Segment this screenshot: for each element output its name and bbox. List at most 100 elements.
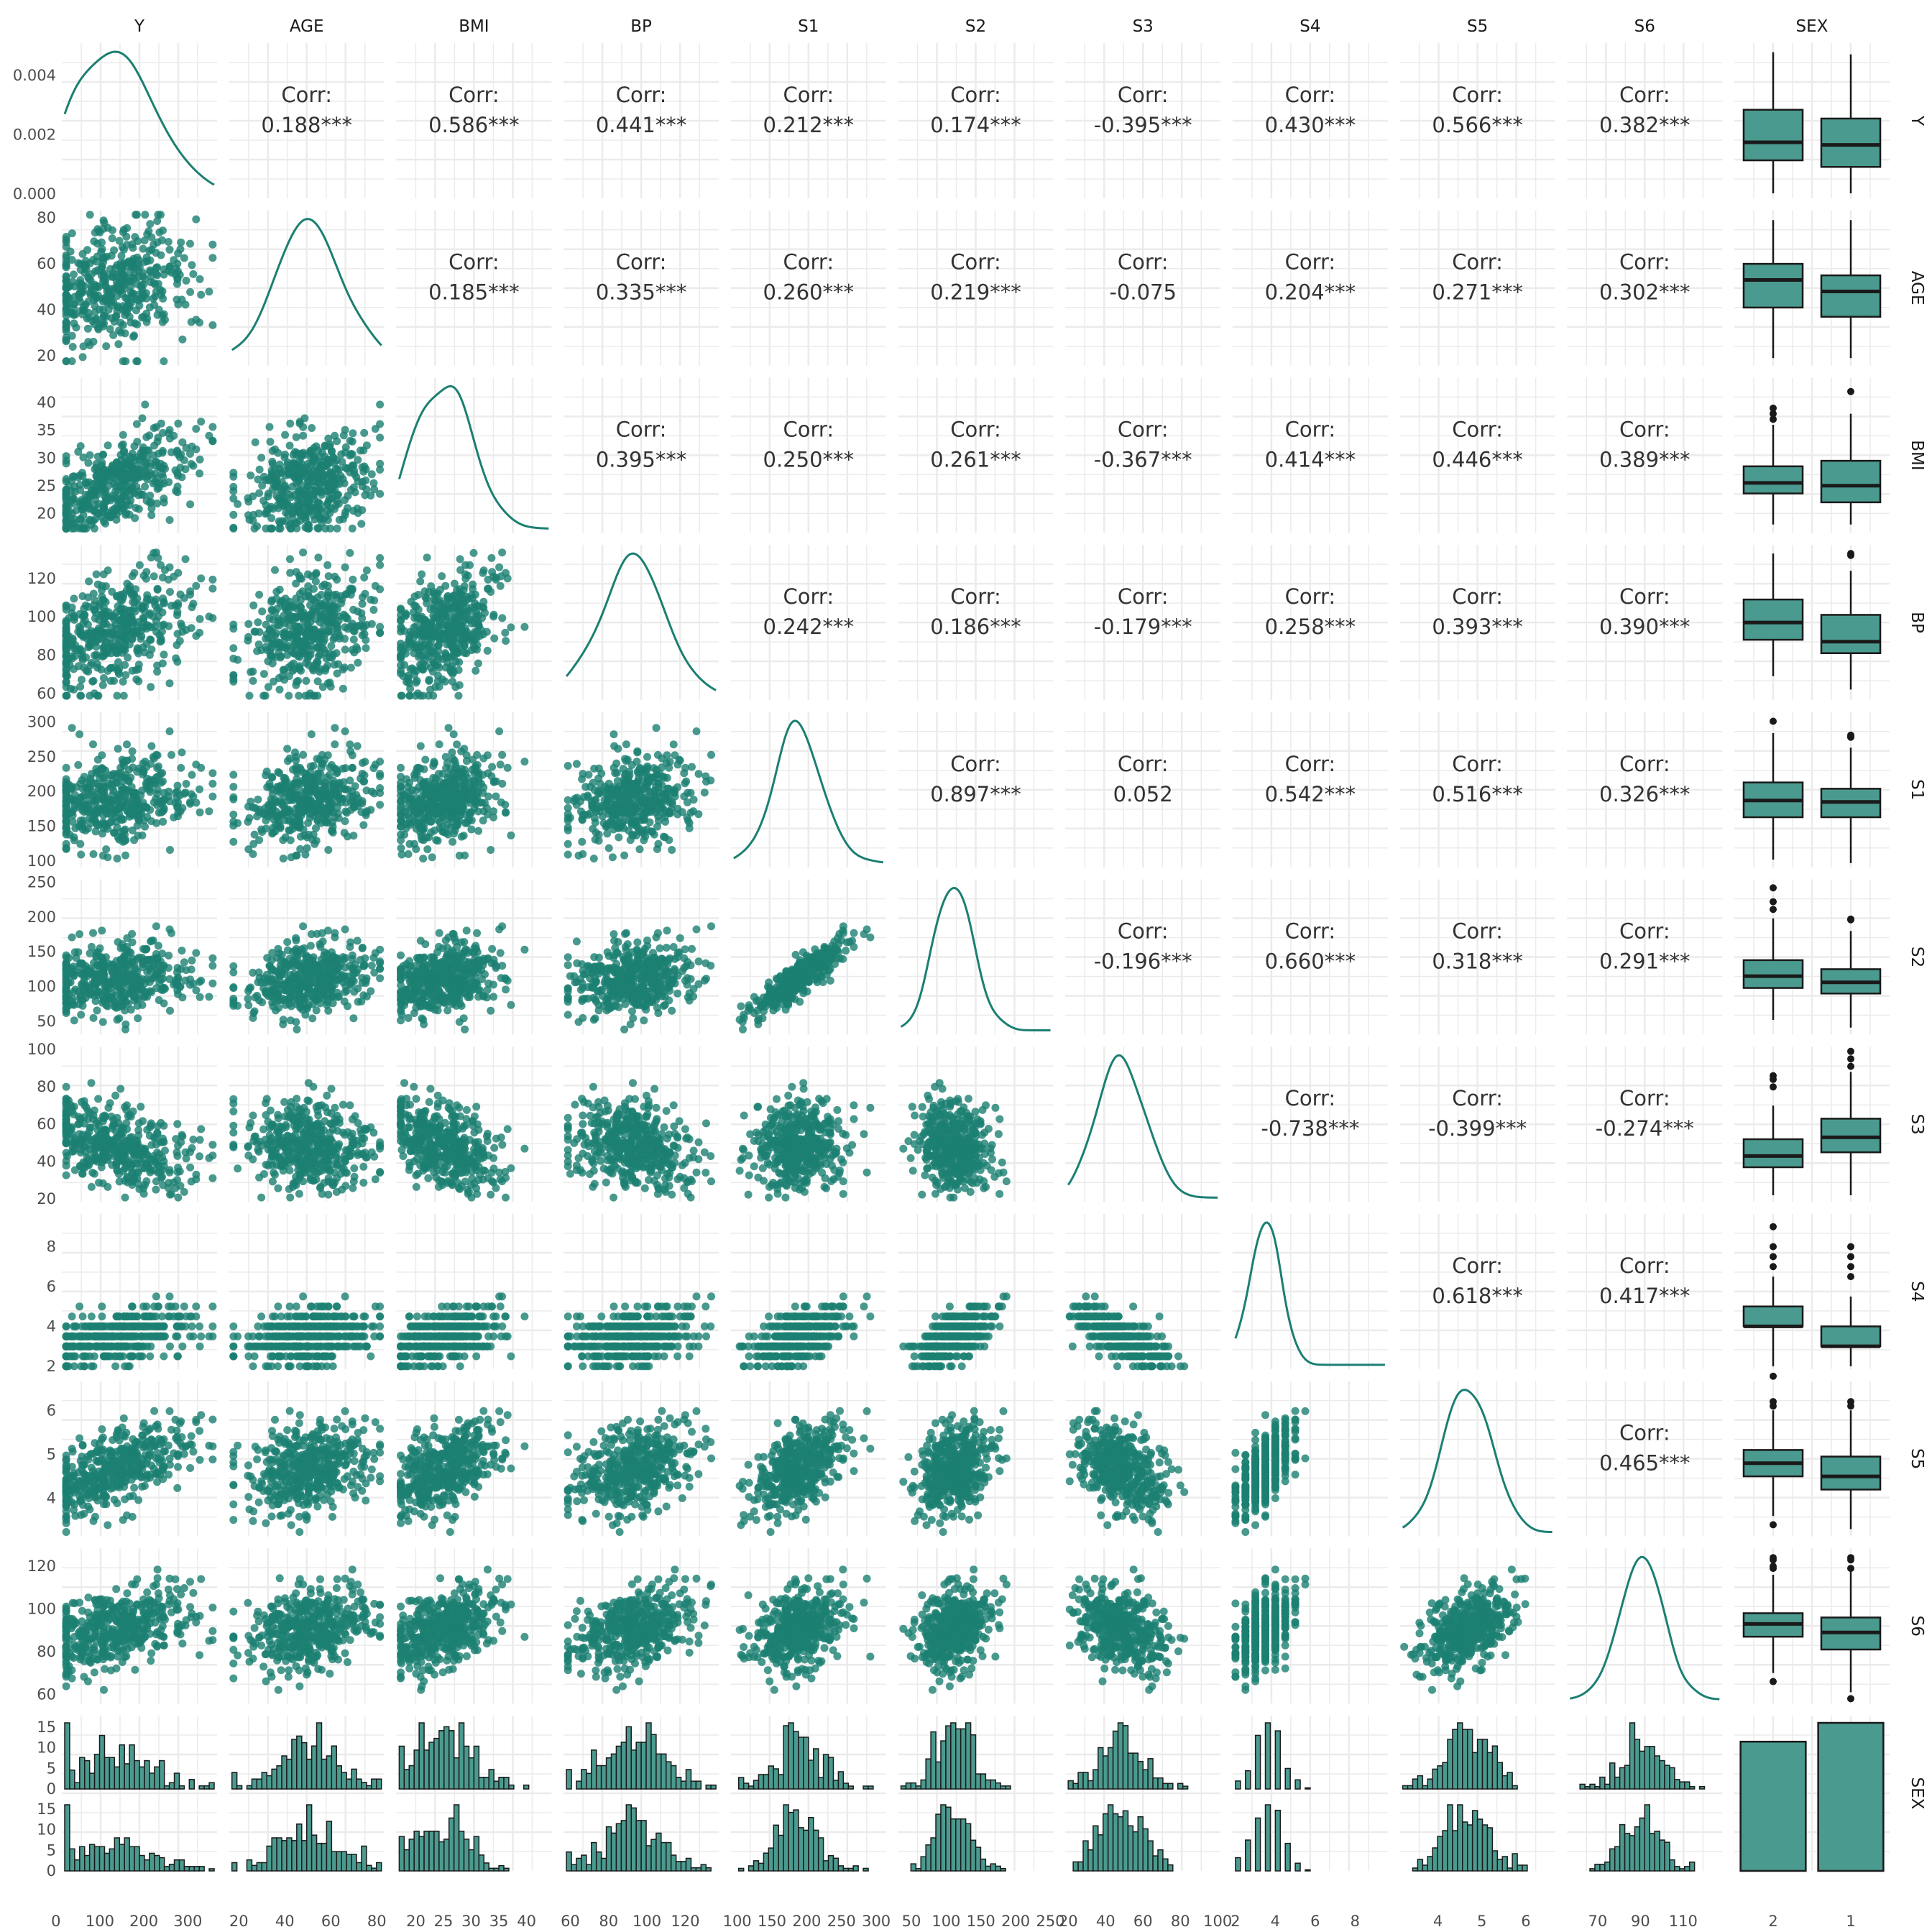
scatter-point [89, 589, 98, 598]
scatter-point [177, 763, 185, 772]
scatter-point [455, 851, 464, 860]
scatter-point [418, 659, 427, 668]
scatter-point [90, 524, 98, 533]
scatter-point [589, 855, 598, 862]
row-strip-label-s5: S5 [1908, 1448, 1926, 1469]
scatter-point [607, 803, 615, 811]
scatter-point [574, 851, 583, 860]
scatter-point [123, 241, 131, 249]
panel-bmi-age [229, 377, 385, 533]
scatter-point [350, 627, 359, 635]
scatter-point [285, 815, 293, 824]
scatter-point [160, 599, 168, 607]
scatter-point [98, 581, 106, 590]
scatter-point [274, 504, 282, 512]
scatter-point [189, 792, 198, 801]
scatter-point [145, 247, 154, 255]
scatter-point [348, 751, 356, 760]
scatter-point [341, 807, 350, 816]
scatter-point [229, 837, 238, 846]
scatter-point [295, 473, 304, 482]
scatter-point [98, 681, 107, 689]
scatter-point [580, 810, 589, 819]
scatter-point [251, 627, 259, 636]
scatter-point [98, 926, 106, 935]
scatter-point [303, 655, 312, 663]
scatter-point [158, 627, 166, 635]
scatter-point [118, 755, 126, 764]
panel-bp-age [229, 545, 385, 701]
scatter-point [339, 515, 347, 523]
scatter-point [99, 505, 108, 513]
scatter-point [489, 778, 498, 786]
scatter-point [433, 806, 442, 814]
scatter-point [285, 807, 293, 816]
corr-value-bmi-s1: 0.250*** [763, 447, 855, 472]
scatter-point [507, 831, 515, 840]
scatter-point [114, 340, 123, 349]
scatter-point [333, 803, 341, 811]
scatter-point [467, 825, 476, 834]
scatter-point [78, 592, 87, 600]
scatter-point [147, 553, 155, 562]
scatter-point [157, 778, 165, 787]
scatter-point [424, 691, 433, 700]
scatter-point [362, 566, 371, 575]
scatter-point [376, 553, 385, 562]
scatter-point [459, 599, 468, 608]
scatter-point [126, 268, 134, 277]
column-strip-label-bmi: BMI [459, 17, 489, 36]
scatter-point [74, 662, 83, 671]
scatter-point [101, 649, 109, 658]
scatter-point [245, 515, 254, 524]
corr-label: Corr: [281, 83, 332, 107]
scatter-point [121, 510, 130, 519]
scatter-point [142, 459, 150, 468]
boxplot-box [1820, 117, 1882, 168]
panel-s1-s3: Corr:0.052 [1065, 712, 1221, 868]
scatter-point [349, 429, 357, 438]
scatter-point [154, 211, 162, 219]
scatter-point [362, 809, 370, 817]
scatter-point [189, 270, 198, 278]
scatter-point [423, 553, 431, 562]
scatter-point [102, 497, 111, 506]
corr-value-age-s2: 0.219*** [930, 280, 1021, 305]
scatter-point [123, 224, 132, 232]
scatter-point [229, 810, 238, 819]
scatter-point [435, 682, 443, 691]
panel-age-bp: Corr:0.335*** [564, 210, 719, 366]
scatter-point [295, 506, 304, 515]
scatter-point [326, 649, 334, 658]
scatter-point [132, 357, 141, 366]
scatter-point [564, 823, 572, 832]
scatter-point [349, 461, 358, 470]
scatter-point [290, 491, 299, 499]
scatter-point [62, 605, 70, 614]
scatter-point [331, 431, 339, 440]
scatter-point [160, 788, 168, 797]
scatter-point [74, 760, 83, 769]
scatter-point [402, 678, 410, 686]
boxplot-box [1742, 465, 1804, 494]
scatter-point [76, 486, 85, 494]
scatter-point [594, 764, 603, 773]
boxplot-box [1820, 274, 1882, 318]
column-strip-label-sex: SEX [1796, 17, 1828, 36]
scatter-point [700, 788, 709, 797]
scatter-point [93, 225, 102, 234]
scatter-point [150, 441, 159, 450]
panel-s1-s5: Corr:0.516*** [1399, 712, 1555, 868]
scatter-point [438, 572, 446, 581]
scatter-point [62, 318, 70, 327]
scatter-point [330, 505, 339, 513]
scatter-point [344, 492, 352, 500]
scatter-point [104, 441, 112, 450]
scatter-point [304, 570, 312, 579]
scatter-point [339, 794, 347, 803]
scatter-point [357, 609, 366, 617]
scatter-point [258, 828, 267, 836]
scatter-point [157, 634, 165, 643]
scatter-point [424, 625, 433, 633]
